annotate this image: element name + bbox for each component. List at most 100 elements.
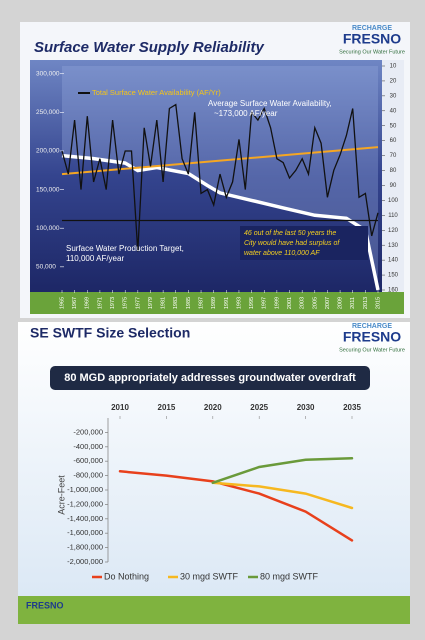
y2-tick-label: 160 — [388, 288, 399, 294]
y-tick-label: -1,200,000 — [67, 499, 103, 508]
annotation: water above 110,000 AF — [244, 250, 320, 257]
y-tick-label: 50,000 — [36, 264, 56, 271]
x-tick-label: 1981 — [161, 297, 167, 309]
x-tick-label: 1969 — [85, 297, 91, 309]
y2-tick-label: 60 — [390, 138, 397, 144]
x-tick-label: 2003 — [300, 297, 306, 309]
y-tick-label: -400,000 — [73, 442, 103, 451]
brand: FRESNO — [343, 31, 401, 47]
y-tick-label: 100,000 — [36, 225, 60, 232]
x-tick-label: 1967 — [72, 297, 78, 309]
y-axis-label: Acre-Feet — [56, 475, 66, 515]
brand-top: RECHARGE — [352, 25, 392, 32]
y2-tick-label: 130 — [388, 243, 399, 249]
y2-tick-label: 110 — [388, 213, 398, 219]
y2-tick-label: 70 — [390, 153, 397, 159]
reference-line — [61, 146, 379, 176]
x-tick-label: 2009 — [338, 297, 344, 309]
y2-tick-label: 150 — [388, 273, 399, 279]
series-line — [118, 470, 354, 542]
y-tick-label: 150,000 — [36, 186, 60, 193]
y2-tick-label: 90 — [390, 183, 397, 189]
y-tick-label: -600,000 — [73, 456, 103, 465]
x-tick-label: 1997 — [262, 297, 268, 309]
y-tick-label: -1,000,000 — [67, 485, 103, 494]
x-tick-label: 1975 — [123, 297, 129, 309]
x-tick-label: 1977 — [135, 297, 141, 309]
brand-top: RECHARGE — [352, 323, 392, 330]
series-line — [211, 457, 354, 485]
y-tick-label: -1,400,000 — [67, 514, 103, 523]
x-tick-label: 2010 — [111, 403, 129, 412]
x-tick-label: 2001 — [287, 297, 293, 309]
legend-label: 30 mgd SWTF — [180, 571, 239, 581]
slide-title: SE SWTF Size Selection — [30, 325, 190, 341]
annotation-box — [240, 226, 368, 260]
tagline: Securing Our Water Future — [339, 49, 405, 55]
y-tick-label: 300,000 — [36, 70, 60, 77]
y2-tick-label: 120 — [388, 228, 399, 234]
x-tick-label: 1965 — [59, 297, 65, 309]
x-tick-label: 2007 — [325, 297, 331, 309]
y-tick-label: -1,600,000 — [67, 528, 103, 537]
x-tick-label: 1971 — [97, 297, 103, 309]
x-tick-label: 1991 — [224, 297, 230, 309]
legend-label: Do Nothing — [104, 571, 149, 581]
legend-label: 80 mgd SWTF — [260, 571, 319, 581]
series-line — [61, 103, 379, 252]
x-tick-label: 2015 — [375, 297, 381, 309]
brand: FRESNO — [343, 329, 401, 345]
footer-brand: FRESNO — [26, 600, 64, 610]
subtitle-banner — [50, 366, 370, 390]
y-tick-label: -200,000 — [73, 427, 103, 436]
series-line — [61, 153, 380, 291]
right-axis-band — [382, 60, 404, 292]
x-tick-label: 2025 — [250, 403, 268, 412]
x-tick-label: 1995 — [249, 297, 255, 309]
x-tick-label: 2020 — [204, 403, 222, 412]
slide-title: Surface Water Supply Reliability — [34, 39, 264, 56]
annotation: 46 out of the last 50 years the — [244, 230, 336, 237]
reference-label: ~173,000 AF/year — [214, 109, 278, 118]
x-tick-label: 1985 — [186, 297, 192, 309]
legend-label: Total Surface Water Availability (AF/Yr) — [92, 88, 221, 97]
y-tick-label: -800,000 — [73, 471, 103, 480]
chart-subtitle: 80 MGD appropriately addresses groundwat… — [64, 372, 356, 384]
reference-label: Surface Water Production Target, — [66, 244, 184, 253]
reference-label: 110,000 AF/year — [66, 254, 124, 263]
x-tick-label: 2011 — [350, 297, 356, 309]
y2-tick-label: 10 — [390, 64, 397, 70]
y-tick-label: 250,000 — [36, 109, 60, 116]
x-tick-label: 1993 — [236, 297, 242, 309]
x-tick-label: 2015 — [158, 403, 176, 412]
x-axis-band — [30, 292, 404, 314]
x-tick-label: 1979 — [148, 297, 154, 309]
x-tick-label: 1989 — [211, 297, 217, 309]
x-tick-label: 2013 — [363, 297, 369, 309]
y2-tick-label: 100 — [388, 198, 399, 204]
y2-tick-label: 30 — [390, 93, 397, 99]
y2-tick-label: 20 — [390, 79, 397, 85]
x-tick-label: 1983 — [173, 297, 179, 309]
footer-band — [18, 596, 410, 624]
y2-tick-label: 50 — [390, 123, 397, 129]
x-tick-label: 1999 — [274, 297, 280, 309]
x-tick-label: 2030 — [297, 403, 315, 412]
x-tick-label: 1987 — [198, 297, 204, 309]
series-line — [211, 481, 354, 510]
y-tick-label: -1,800,000 — [67, 543, 103, 552]
x-tick-label: 2005 — [312, 297, 318, 309]
groundwater-area — [62, 66, 378, 290]
annotation: City would have had surplus of — [244, 240, 340, 247]
reference-label: Average Surface Water Availability, — [208, 99, 332, 108]
y2-tick-label: 40 — [390, 108, 397, 114]
x-tick-label: 2035 — [343, 403, 361, 412]
y2-tick-label: 140 — [388, 258, 399, 264]
y-tick-label: 200,000 — [36, 148, 60, 155]
x-tick-label: 1973 — [110, 297, 116, 309]
y2-tick-label: 80 — [390, 168, 397, 174]
tagline: Securing Our Water Future — [339, 347, 405, 353]
y-tick-label: -2,000,000 — [67, 557, 103, 566]
